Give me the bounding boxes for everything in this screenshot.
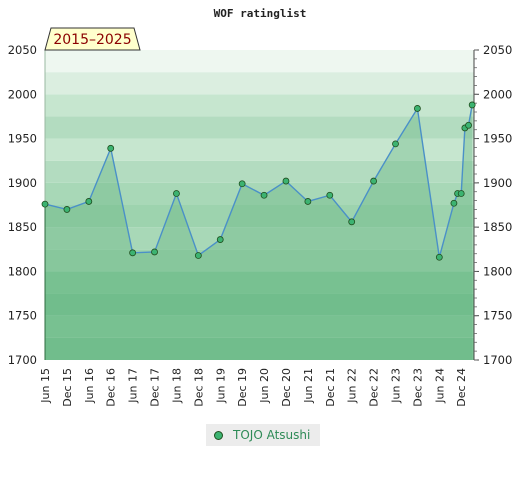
band-stripe [45,72,474,95]
period-badge: 2015–2025 [44,27,141,51]
y-tick-label-right: 1900 [483,176,512,190]
band-stripe [45,227,474,250]
y-tick-label-right: 1850 [483,220,512,234]
rating-point [348,218,356,226]
y-tick-label-right: 1800 [483,264,512,278]
x-tick-label: Jun 24 [433,368,446,404]
band-stripe [45,271,474,294]
y-tick-label-right: 1750 [483,309,512,323]
x-tick-label: Dec 22 [368,368,381,407]
band-stripe [45,293,474,316]
x-tick-label: Dec 19 [236,368,249,407]
chart-title: WOF ratinglist [214,7,307,20]
y-axis-left: 1700 1750 1800 1850 1900 1950 2000 2050 [8,43,37,367]
x-tick-label: Jun 18 [170,368,183,404]
rating-point [304,198,312,205]
band-stripe [45,205,474,228]
rating-point [457,190,465,197]
band-stripe [45,160,474,183]
y-tick-label-left: 1950 [8,132,37,146]
rating-point [450,199,458,207]
x-tick-label: Dec 16 [105,368,118,407]
rating-point [216,236,224,243]
legend-label: TOJO Atsushi [233,428,311,442]
x-tick-label: Jun 23 [390,368,403,404]
x-tick-label: Dec 18 [192,368,205,407]
band-stripe [45,337,474,360]
y-tick-label-right: 2050 [483,43,512,57]
rating-point [282,177,290,185]
y-tick-label-left: 1700 [8,353,37,367]
legend-marker-icon [214,430,223,440]
rating-point [392,140,399,148]
rating-point [173,190,180,197]
x-tick-label: Dec 24 [455,368,468,407]
y-tick-label-right: 2000 [483,87,512,101]
legend[interactable]: TOJO Atsushi [206,424,321,446]
rating-area-fill [45,104,473,361]
band-stripe [45,249,474,272]
y-tick-label-right: 1700 [483,353,512,367]
band-stripe [45,138,474,161]
period-badge-box [44,27,141,51]
rating-point [468,101,476,109]
rating-point [41,200,49,208]
y-tick-label-left: 1750 [8,309,37,323]
y-tick-label-left: 1900 [8,176,37,190]
rating-point [238,180,246,188]
x-tick-label: Jun 16 [83,368,96,404]
y-tick-label-left: 1800 [8,264,37,278]
y-tick-label-left: 2050 [8,43,37,57]
rating-point [326,191,334,199]
x-tick-label: Dec 17 [149,368,162,407]
period-badge-label: 2015–2025 [53,32,131,48]
rating-point [370,177,377,185]
y-axis-right: 1700 1750 1800 1850 1900 1950 2000 2050 [473,43,512,367]
y-tick-label-left: 1850 [8,220,37,234]
rating-point [414,105,421,112]
rating-point [85,198,93,205]
rating-area [44,104,473,361]
band-stripe [45,182,474,205]
y-tick-label-left: 2000 [8,87,37,101]
band-stripe [45,94,474,117]
x-tick-label: Jun 20 [258,368,271,404]
rating-point [129,249,137,257]
rating-point [194,252,202,259]
band-stripe [45,50,474,73]
x-tick-label: Jun 17 [127,368,140,404]
y-tick-label-right: 1950 [483,132,512,146]
x-tick-label: Dec 21 [324,368,337,407]
rating-point [465,121,472,129]
x-tick-label: Dec 15 [61,368,74,407]
rating-point [63,206,71,213]
x-tick-label: Dec 23 [411,368,424,407]
band-stripe [45,315,474,338]
rating-point [151,248,158,256]
x-tick-label: Dec 20 [280,368,293,407]
rating-point [435,253,443,261]
rating-point [260,191,268,199]
x-tick-label: Jun 15 [39,368,52,404]
x-tick-label: Jun 22 [346,368,359,404]
rating-point [107,144,115,152]
x-axis: Jun 15 Dec 15 Jun 16 Dec 16 Jun 17 Dec 17 Jun … [39,368,468,407]
rating-points [41,101,476,261]
x-tick-label: Jun 19 [214,368,227,404]
band-stripe [45,116,474,139]
x-tick-label: Jun 21 [302,368,315,404]
background-bands [44,50,474,360]
